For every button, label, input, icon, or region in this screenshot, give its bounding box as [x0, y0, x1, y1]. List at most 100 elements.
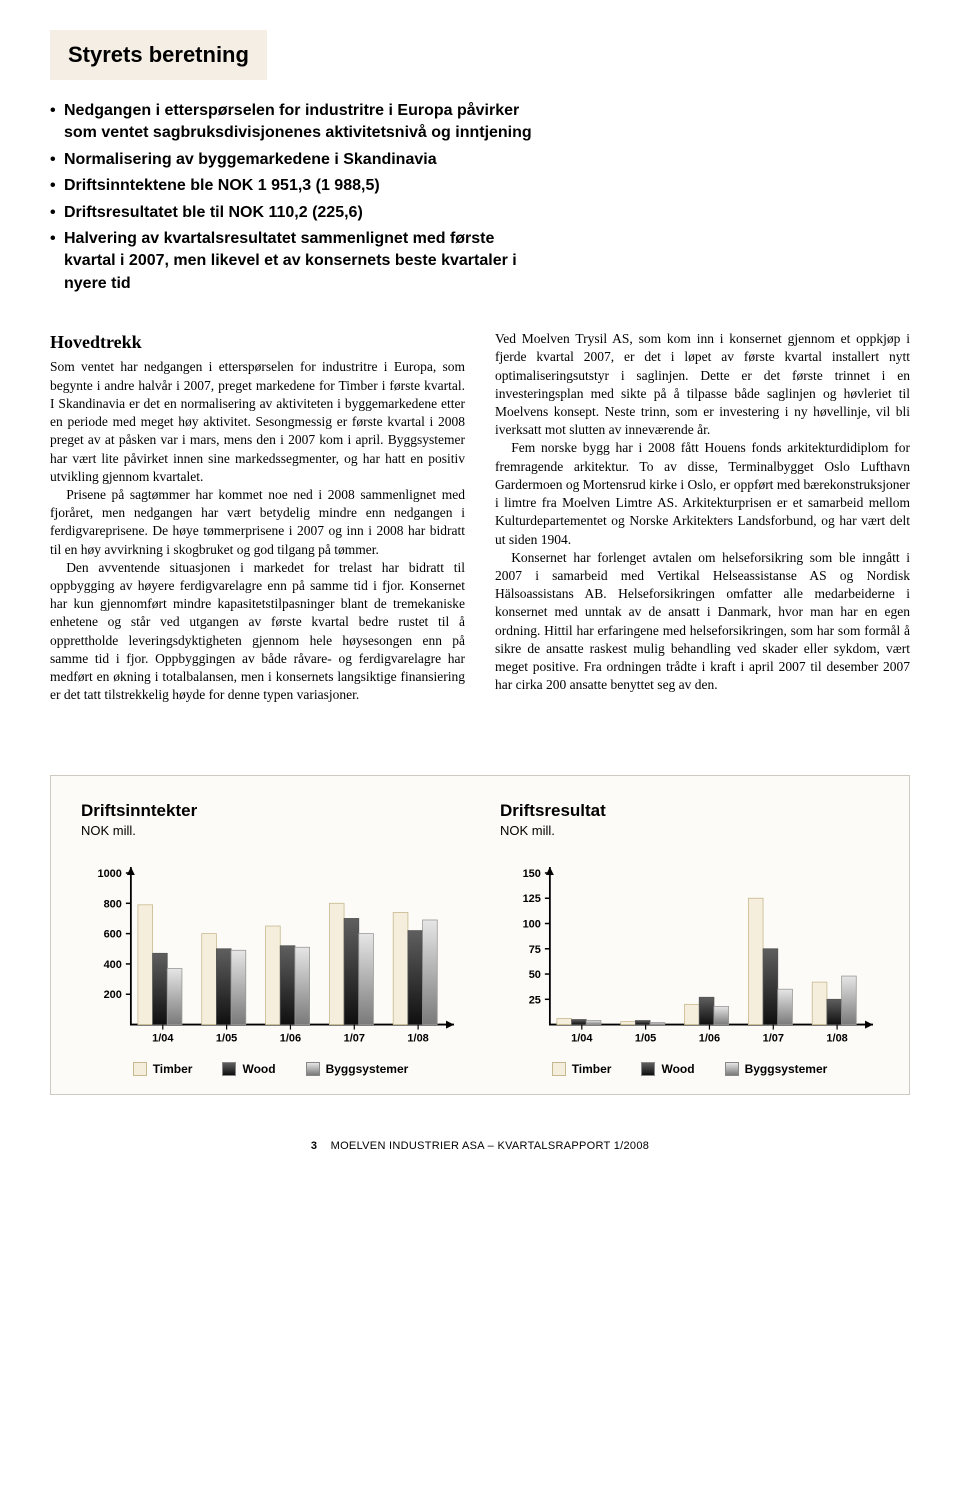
chart2-subtitle: NOK mill. [500, 823, 879, 838]
svg-text:200: 200 [104, 989, 122, 1001]
bar [423, 920, 438, 1025]
body-paragraph: Prisene på sagtømmer har kommet noe ned … [50, 486, 465, 559]
svg-text:100: 100 [523, 918, 541, 930]
chart1-subtitle: NOK mill. [81, 823, 460, 838]
body-col-right: Ved Moelven Trysil AS, som kom inn i kon… [495, 330, 910, 704]
svg-text:1/05: 1/05 [216, 1032, 237, 1044]
body-paragraph: Konsernet har forlenget avtalen om helse… [495, 549, 910, 695]
bar [344, 918, 359, 1024]
legend-item: Timber [133, 1062, 193, 1076]
svg-text:1/04: 1/04 [571, 1032, 593, 1044]
body-paragraph: Fem norske bygg har i 2008 fått Houens f… [495, 439, 910, 548]
svg-text:150: 150 [523, 868, 541, 880]
bar [153, 953, 168, 1024]
bar [827, 999, 842, 1024]
page-number: 3 [311, 1140, 317, 1152]
body-paragraph: Den avventende situasjonen i markedet fo… [50, 559, 465, 705]
bar [557, 1018, 572, 1024]
svg-text:1000: 1000 [97, 868, 121, 880]
bar [138, 904, 153, 1024]
svg-text:800: 800 [104, 898, 122, 910]
bar [635, 1020, 650, 1024]
legend-label: Timber [153, 1062, 193, 1076]
chart2-title: Driftsresultat [500, 801, 879, 821]
chart1-legend: Timber Wood Byggsystemer [81, 1062, 460, 1076]
body-left-text: Som ventet har nedgangen i etterspørsele… [50, 358, 465, 704]
bar [842, 976, 857, 1025]
svg-text:400: 400 [104, 959, 122, 971]
charts-panel: Driftsinntekter NOK mill. 200 400 600 800 10… [50, 775, 910, 1096]
legend-item: Byggsystemer [306, 1062, 409, 1076]
legend-swatch [641, 1062, 655, 1076]
legend-swatch [133, 1062, 147, 1076]
body-paragraph: Ved Moelven Trysil AS, som kom inn i kon… [495, 330, 910, 439]
bar [572, 1019, 587, 1024]
legend-item: Byggsystemer [725, 1062, 828, 1076]
svg-text:1/07: 1/07 [763, 1032, 784, 1044]
bar [586, 1020, 601, 1024]
chart2-legend: Timber Wood Byggsystemer [500, 1062, 879, 1076]
body-paragraph: Som ventet har nedgangen i etterspørsele… [50, 358, 465, 486]
chart1-title: Driftsinntekter [81, 801, 460, 821]
svg-text:25: 25 [529, 994, 541, 1006]
body-col-left: Hovedtrekk Som ventet har nedgangen i et… [50, 330, 465, 704]
bar [216, 948, 231, 1024]
legend-swatch [222, 1062, 236, 1076]
svg-text:75: 75 [529, 943, 541, 955]
legend-item: Wood [222, 1062, 275, 1076]
bar [393, 912, 408, 1024]
summary-bullet: Driftsresultatet ble til NOK 110,2 (225,… [50, 202, 550, 224]
summary-bullet: Driftsinntektene ble NOK 1 951,3 (1 988,… [50, 175, 550, 197]
chart-driftsresultat: Driftsresultat NOK mill. 25 50 75 100 125 150… [500, 801, 879, 1077]
legend-label: Byggsystemer [326, 1062, 409, 1076]
svg-text:1/05: 1/05 [635, 1032, 656, 1044]
footer-text: MOELVEN INDUSTRIER ASA – KVARTALSRAPPORT… [331, 1140, 650, 1152]
bar [812, 982, 827, 1024]
page-title: Styrets beretning [68, 42, 249, 68]
svg-text:1/08: 1/08 [826, 1032, 847, 1044]
legend-item: Timber [552, 1062, 612, 1076]
summary-bullet: Halvering av kvartalsresultatet sammenli… [50, 228, 550, 295]
bar [359, 933, 374, 1024]
bar [408, 930, 423, 1024]
page-footer: 3 MOELVEN INDUSTRIER ASA – KVARTALSRAPPO… [50, 1140, 910, 1152]
bar [778, 989, 793, 1024]
bar [167, 968, 182, 1024]
legend-label: Wood [242, 1062, 275, 1076]
bar [748, 898, 763, 1024]
bar [699, 997, 714, 1024]
summary-bullet: Nedgangen i etterspørselen for industrit… [50, 100, 550, 145]
bar [231, 950, 246, 1024]
legend-label: Byggsystemer [745, 1062, 828, 1076]
svg-text:600: 600 [104, 928, 122, 940]
legend-label: Wood [661, 1062, 694, 1076]
svg-text:125: 125 [523, 893, 541, 905]
svg-text:50: 50 [529, 969, 541, 981]
legend-swatch [725, 1062, 739, 1076]
svg-text:1/06: 1/06 [280, 1032, 301, 1044]
bar [714, 1006, 729, 1024]
bar [295, 947, 310, 1024]
section-heading: Hovedtrekk [50, 330, 465, 354]
body-columns: Hovedtrekk Som ventet har nedgangen i et… [50, 330, 910, 704]
svg-text:1/04: 1/04 [152, 1032, 174, 1044]
body-right-text: Ved Moelven Trysil AS, som kom inn i kon… [495, 330, 910, 694]
page-title-box: Styrets beretning [50, 30, 267, 80]
legend-swatch [552, 1062, 566, 1076]
summary-bullet-list: Nedgangen i etterspørselen for industrit… [50, 100, 550, 295]
bar [685, 1004, 700, 1024]
svg-text:1/07: 1/07 [344, 1032, 365, 1044]
bar [650, 1022, 665, 1024]
chart-driftsinntekter: Driftsinntekter NOK mill. 200 400 600 800 10… [81, 801, 460, 1077]
chart1-plot: 200 400 600 800 1000 1/04 1/05 1/06 1/07 1/08 [81, 863, 460, 1053]
svg-text:1/06: 1/06 [699, 1032, 720, 1044]
legend-swatch [306, 1062, 320, 1076]
bar [329, 903, 344, 1024]
bar [280, 945, 295, 1024]
legend-label: Timber [572, 1062, 612, 1076]
bar [621, 1021, 636, 1024]
chart2-plot: 25 50 75 100 125 150 1/04 1/05 1/06 1/07 1/08 [500, 863, 879, 1053]
svg-text:1/08: 1/08 [407, 1032, 428, 1044]
legend-item: Wood [641, 1062, 694, 1076]
bar [202, 933, 217, 1024]
